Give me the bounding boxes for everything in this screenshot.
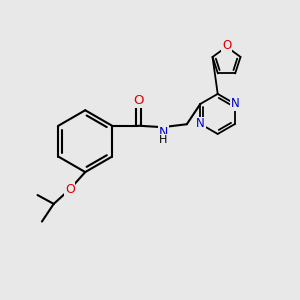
Text: O: O (65, 183, 75, 196)
Text: N: N (196, 117, 205, 130)
Text: N: N (231, 98, 239, 110)
Text: H: H (159, 134, 167, 145)
Text: N: N (158, 126, 168, 139)
Text: O: O (222, 39, 231, 52)
Text: O: O (133, 94, 144, 107)
